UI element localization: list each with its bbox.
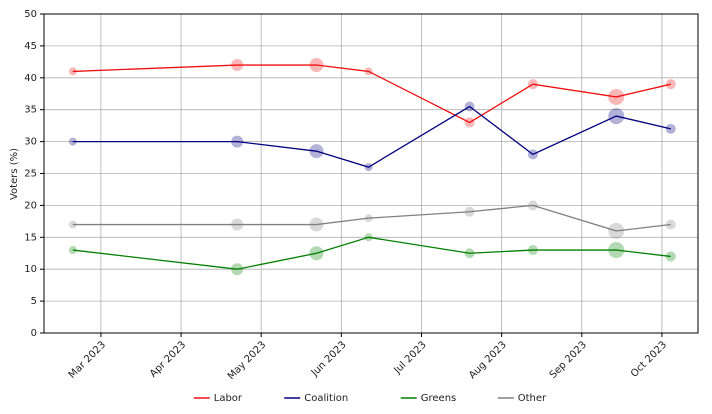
y-tick-label: 30 — [24, 137, 37, 148]
x-tick-label: Aug 2023 — [467, 339, 509, 381]
series-line — [72, 204, 671, 232]
x-tick-label: Apr 2023 — [148, 339, 188, 379]
y-tick-label: 25 — [24, 169, 37, 180]
series-line — [72, 105, 671, 168]
y-tick-label: 5 — [31, 296, 37, 307]
x-tick-label: Sep 2023 — [548, 339, 589, 380]
legend-label: Greens — [421, 393, 457, 404]
series — [68, 58, 676, 128]
series — [68, 200, 676, 239]
legend-label: Other — [518, 393, 547, 404]
y-axis-label: Voters (%) — [9, 148, 20, 200]
y-tick-label: 20 — [24, 200, 37, 211]
series — [68, 101, 676, 172]
series-line — [72, 64, 671, 124]
x-tick-label: Jul 2023 — [391, 339, 428, 376]
legend-label: Labor — [214, 393, 243, 404]
plot-frame — [43, 13, 699, 334]
y-tick-label: 10 — [24, 264, 37, 275]
x-tick-label: May 2023 — [226, 339, 269, 382]
y-tick-label: 15 — [24, 232, 37, 243]
y-tick-label: 50 — [24, 9, 37, 20]
y-tick-label: 35 — [24, 105, 37, 116]
y-tick-label: 40 — [24, 73, 37, 84]
series-line — [72, 236, 671, 270]
x-tick-label: Jun 2023 — [309, 339, 349, 379]
legend-label: Coalition — [304, 393, 348, 404]
y-tick-label: 45 — [24, 41, 37, 52]
series — [68, 233, 676, 276]
x-tick-label: Mar 2023 — [67, 339, 108, 380]
y-tick-label: 0 — [31, 328, 37, 339]
x-tick-label: Oct 2023 — [629, 339, 669, 379]
